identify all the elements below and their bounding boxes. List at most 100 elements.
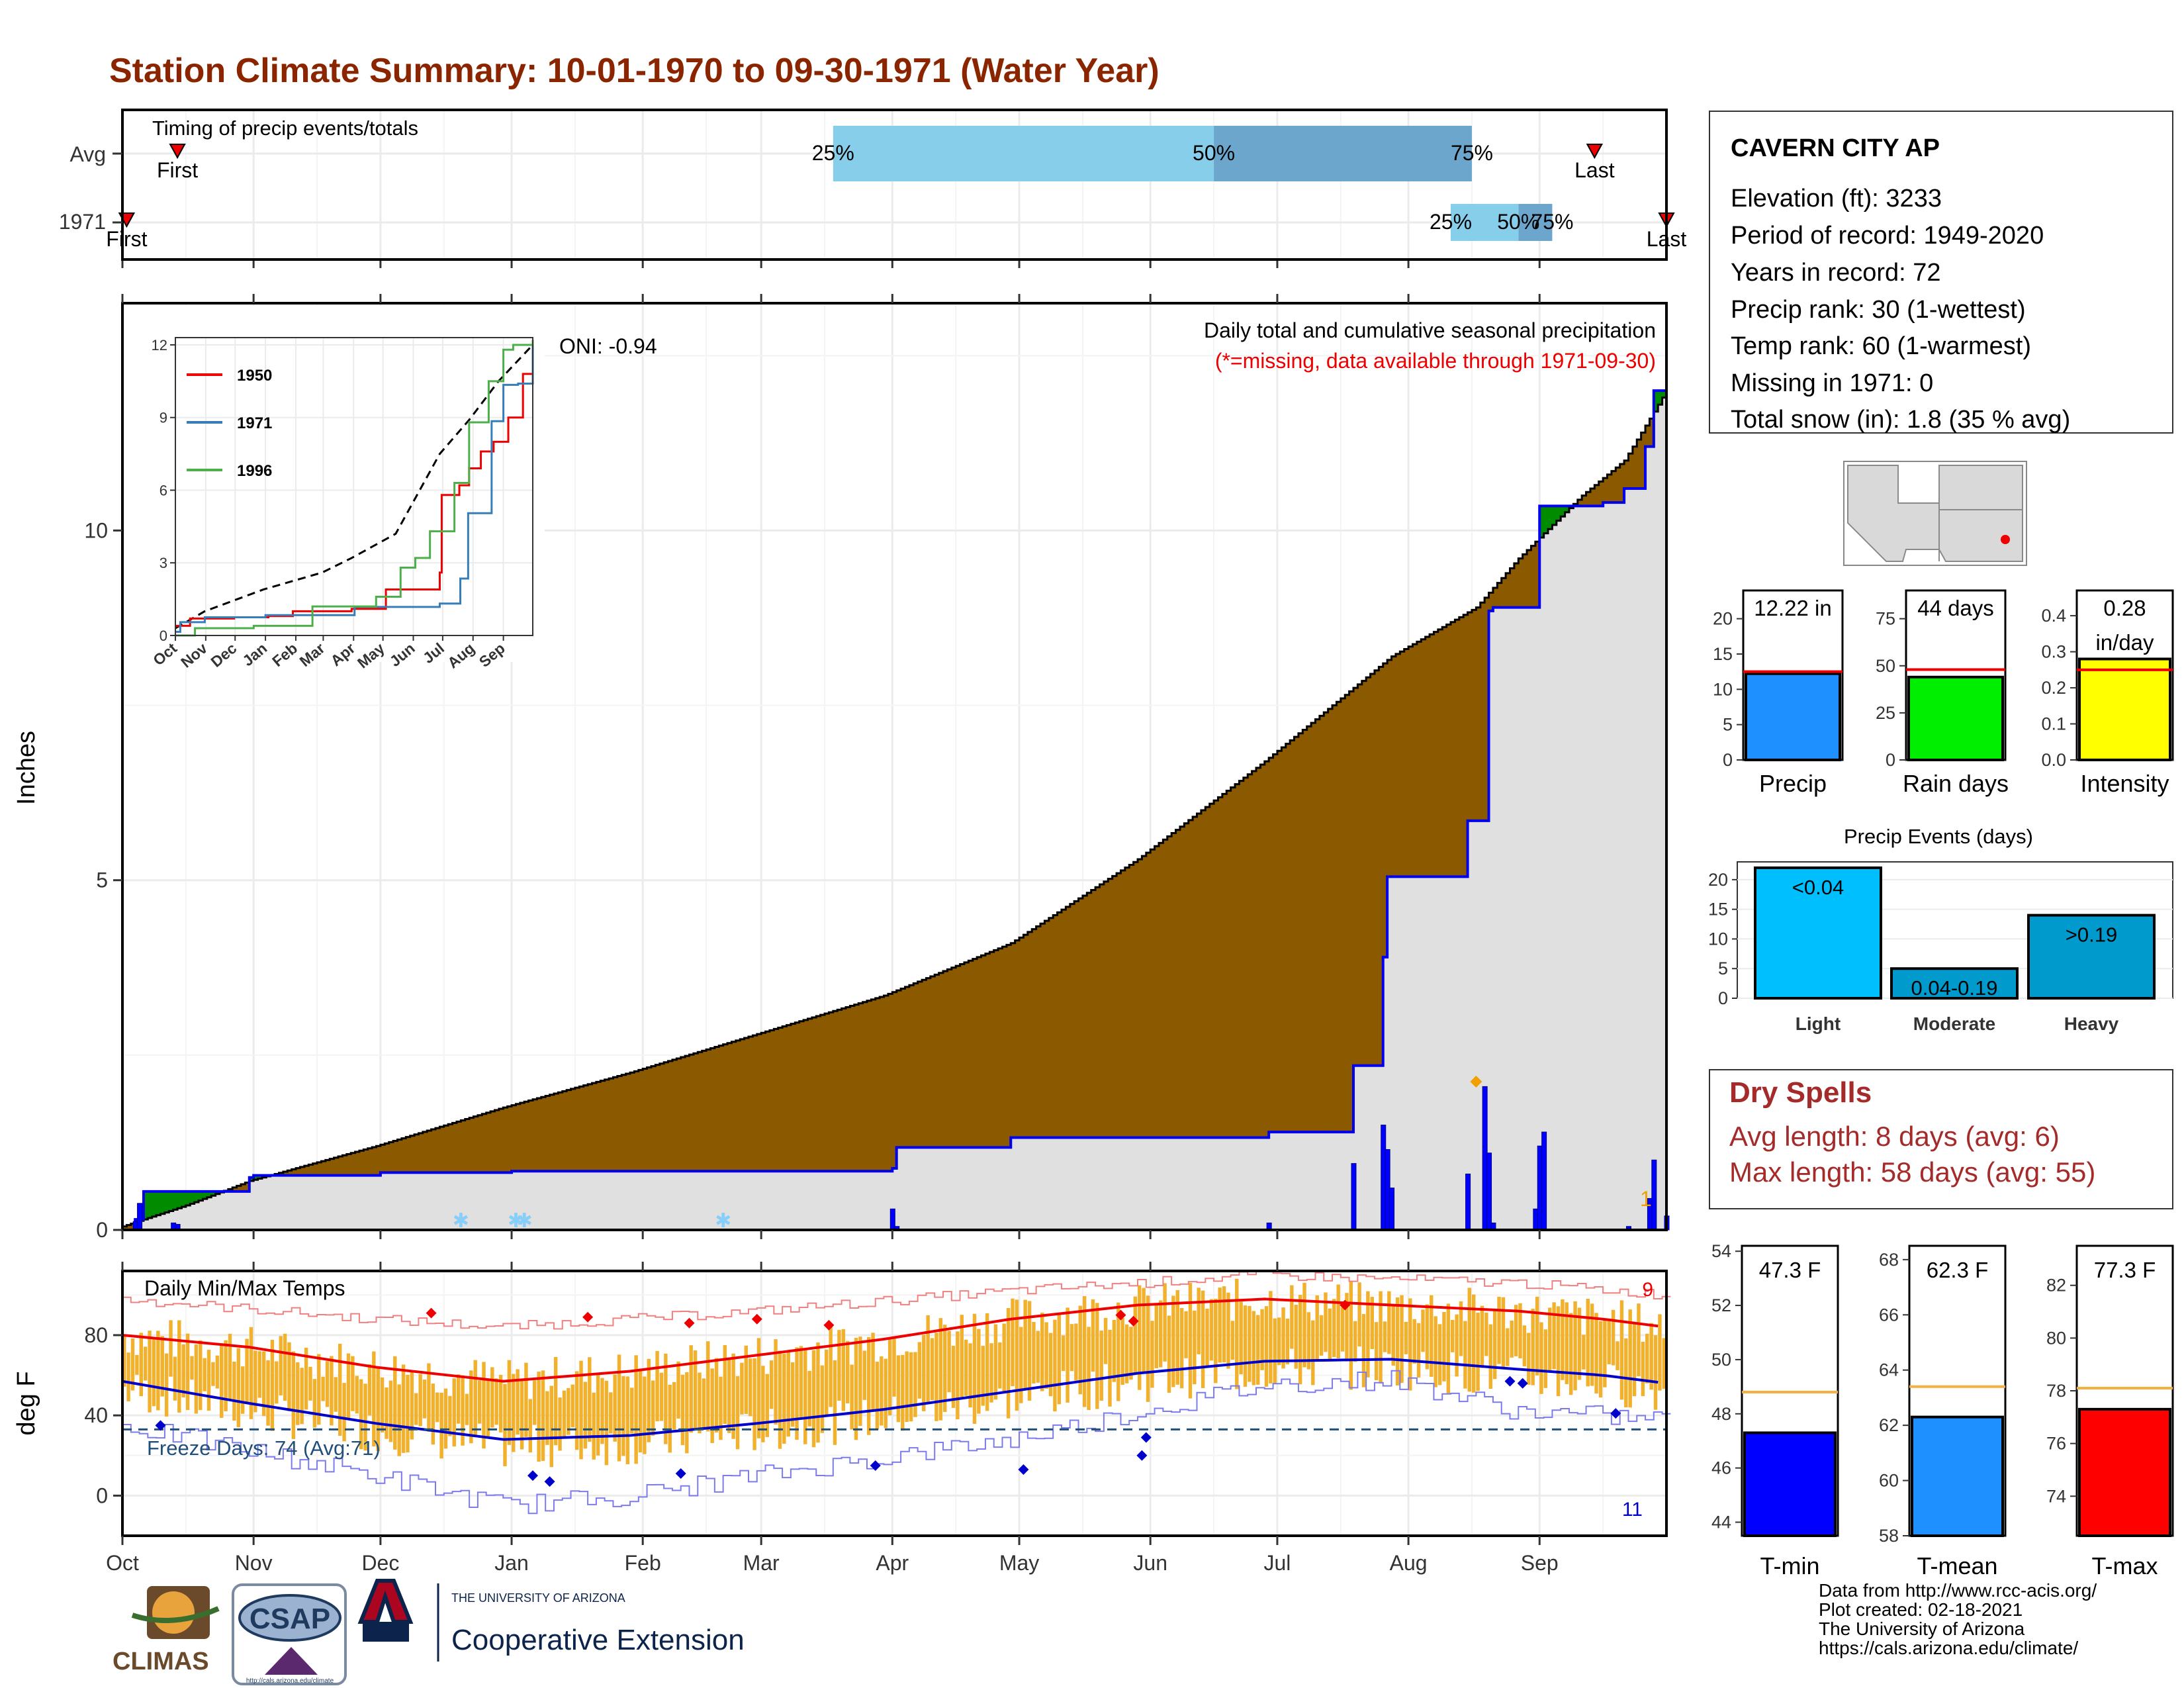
record-max-line [122, 1270, 1671, 1330]
daily-temp-bar [321, 1376, 325, 1401]
events-bar [2027, 914, 2156, 1000]
freeze-days-label: Freeze Days: 74 (Avg:71) [147, 1436, 381, 1460]
summary-chart-2: 0.0 0.1 0.2 0.3 0.4 0.28 in/day Intensity [2041, 589, 2174, 797]
daily-temp-bar [1497, 1296, 1501, 1364]
precip-deficit-segment [960, 964, 965, 1148]
precip-deficit-segment [1302, 729, 1308, 1133]
daily-temp-bar [1522, 1325, 1527, 1367]
precip-surplus-segment [1653, 391, 1659, 412]
daily-temp-bar [1552, 1302, 1556, 1370]
daily-temp-bar [494, 1378, 498, 1425]
precip-deficit-segment [1218, 797, 1223, 1138]
precip-deficit-segment [1446, 624, 1451, 877]
daily-temp-bar [1510, 1320, 1514, 1358]
station-line: Temp rank: 60 (1-warmest) [1731, 332, 2031, 360]
precip-deficit-segment [769, 1030, 774, 1172]
daily-temp-bar [473, 1360, 477, 1436]
precip-deficit-segment [330, 1158, 335, 1176]
precip-surplus-segment [173, 1191, 178, 1210]
precip-deficit-segment [799, 1021, 804, 1172]
snow-marker: ✱ [516, 1210, 533, 1232]
timing-p50-label: 50% [1193, 141, 1235, 165]
precip-areas [122, 375, 1668, 1231]
station-line: Years in record: 72 [1731, 259, 1941, 287]
precip-deficit-segment [1294, 737, 1299, 1133]
ua-logo-base [363, 1622, 409, 1642]
summary-y-tick-label: 48 [1711, 1404, 1731, 1424]
precip-deficit-segment [604, 1079, 610, 1172]
precip-deficit-segment [786, 1025, 792, 1172]
daily-temp-bar [1336, 1284, 1340, 1359]
daily-temp-bar [1379, 1291, 1383, 1384]
precip-deficit-segment [1497, 583, 1502, 608]
timing-bar-50-75 [1214, 126, 1472, 181]
precip-deficit-segment [482, 1113, 487, 1173]
precip-deficit-segment [1336, 702, 1342, 1133]
daily-temp-bar [799, 1346, 803, 1420]
daily-temp-bar [998, 1342, 1002, 1389]
record-low-count: 11 [1622, 1499, 1643, 1521]
climas-logo: CLIMAS [113, 1586, 220, 1675]
daily-temp-bar [926, 1315, 930, 1404]
precip-deficit-segment [1150, 849, 1156, 1138]
inset-background [124, 306, 545, 662]
daily-temp-bar [1171, 1295, 1175, 1387]
daily-temp-bar [1091, 1299, 1095, 1372]
precip-deficit-segment [807, 1018, 813, 1172]
daily-temp-bar [275, 1361, 279, 1404]
daily-temp-bar [270, 1340, 275, 1431]
daily-temp-bar [325, 1361, 330, 1407]
precip-deficit-segment [926, 978, 931, 1148]
daily-temp-bar [1230, 1321, 1235, 1360]
daily-temp-bar [1226, 1292, 1230, 1369]
daily-temp-bar [871, 1333, 875, 1410]
daily-temp-bar [609, 1392, 613, 1434]
precip-deficit-segment [871, 999, 876, 1172]
daily-temp-bar [524, 1362, 528, 1437]
precip-deficit-segment [875, 998, 880, 1172]
daily-temp-bar [507, 1360, 512, 1445]
daily-temp-bar [1430, 1295, 1433, 1377]
daily-temp-bar [359, 1379, 363, 1450]
daily-temp-bar [702, 1378, 706, 1428]
summary-y-tick-label: 46 [1711, 1458, 1731, 1478]
daily-temp-bar [435, 1392, 439, 1423]
daily-precip-bar [1389, 1188, 1395, 1231]
timing-p50-label: 50% [1497, 210, 1539, 234]
daily-temp-bar [1607, 1321, 1611, 1364]
events-bar-label: 0.04-0.19 [1911, 976, 1998, 1000]
daily-temp-bar [1066, 1307, 1069, 1403]
daily-precip-bar [1351, 1163, 1357, 1231]
record-high-marker [582, 1311, 594, 1323]
summary-y-tick-label: 80 [2046, 1328, 2066, 1348]
precip-deficit-segment [1628, 453, 1633, 489]
daily-temp-bar [1433, 1316, 1437, 1387]
daily-temp-bar [1391, 1306, 1395, 1366]
precip-deficit-segment [1345, 694, 1350, 1133]
precip-deficit-segment [1235, 784, 1240, 1138]
daily-temp-bar [668, 1384, 672, 1453]
precip-deficit-segment [592, 1083, 597, 1172]
precip-deficit-segment [964, 962, 969, 1148]
precip-deficit-segment [1408, 646, 1414, 877]
daily-temp-bar [1590, 1303, 1594, 1386]
daily-temp-bar [1649, 1323, 1653, 1390]
daily-temp-bar [1361, 1314, 1366, 1387]
timing-bar-25-50 [1451, 204, 1519, 241]
precip-deficit-segment [372, 1147, 377, 1176]
daily-temp-bar [1120, 1317, 1124, 1385]
daily-temp-bar [283, 1333, 287, 1401]
precip-deficit-segment [647, 1067, 652, 1172]
daily-temp-bar [537, 1372, 541, 1462]
credits: Data from http://www.rcc-acis.org/ Plot … [1819, 1581, 2097, 1658]
daily-temp-bar [1535, 1296, 1539, 1376]
daily-temp-bar [1506, 1328, 1510, 1366]
daily-temp-bar [418, 1374, 422, 1427]
precip-deficit-segment [553, 1093, 559, 1172]
record-high-marker [1340, 1299, 1351, 1311]
daily-temp-bar [1103, 1317, 1108, 1364]
temp-panel-border [121, 1270, 1668, 1537]
dry-spells-line: Avg length: 8 days (avg: 6) [1729, 1121, 2060, 1152]
precip-surplus-segment [199, 1191, 204, 1201]
daily-temp-bar [778, 1350, 782, 1449]
